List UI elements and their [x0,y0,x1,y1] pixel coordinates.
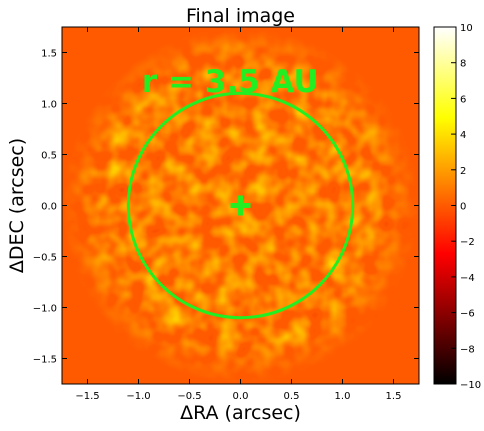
x-tick-label: −1.5 [75,391,99,402]
center-plus-marker [230,195,251,216]
colorbar: −10 −8 −6 −4 −2 0 2 4 6 8 10 [433,23,481,391]
y-tick-label: 1.5 [41,49,57,60]
y-axis: −1.5 −1.0 −0.5 0.0 0.5 1.0 1.5 [33,49,419,366]
colorbar-tick-label: 8 [460,59,466,70]
y-tick-label: −0.5 [33,253,57,264]
x-tick-label: 1.0 [335,391,351,402]
colorbar-tick-label: 4 [460,130,466,141]
x-tick-label: 1.5 [386,391,402,402]
y-tick-label: 1.0 [41,100,57,111]
x-tick-label: 0.0 [233,391,249,402]
y-tick-label: −1.5 [33,355,57,366]
chart-title: Final image [186,5,295,27]
colorbar-tick-label: 0 [460,202,466,213]
colorbar-tick-label: −10 [460,380,481,391]
x-axis-label: ΔRA (arcsec) [180,402,301,424]
x-tick-label: 0.5 [284,391,300,402]
y-tick-label: 0.0 [41,202,57,213]
colorbar-tick-label: 10 [460,23,473,34]
colorbar-tick-label: −8 [460,344,475,355]
x-tick-label: −1.0 [126,391,150,402]
x-axis: −1.5 −1.0 −0.5 0.0 0.5 1.0 1.5 [75,27,401,402]
colorbar-tick-label: −6 [460,309,475,320]
colorbar-tick-label: 2 [460,166,466,177]
colorbar-tick-label: −4 [460,273,475,284]
colorbar-tick-label: 6 [460,94,466,105]
colorbar-ticks: −10 −8 −6 −4 −2 0 2 4 6 8 10 [451,23,481,391]
plot-area: r = 3.5 AU [61,26,420,385]
y-tick-label: 0.5 [41,151,57,162]
annotation-circle [126,91,355,320]
x-tick-label: −0.5 [177,391,201,402]
y-axis-label: ΔDEC (arcsec) [6,138,28,273]
colorbar-tick-label: −2 [460,237,475,248]
annotation-label: r = 3.5 AU [142,64,319,100]
y-tick-label: −1.0 [33,304,57,315]
